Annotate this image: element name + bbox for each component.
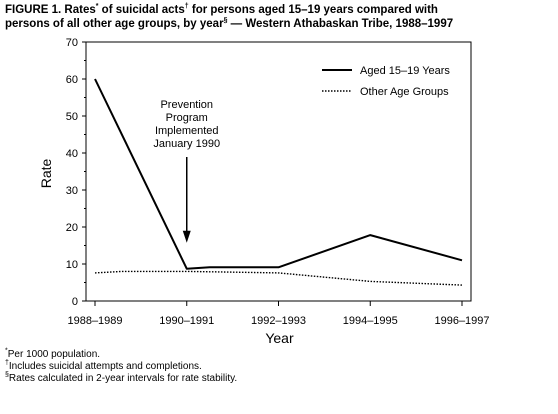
title-text: FIGURE 1. Rates [5, 4, 96, 16]
annotation-arrow-head [182, 230, 191, 243]
x-tick-label: 1990–1991 [159, 315, 214, 327]
series-line-other-ages [94, 270, 463, 286]
series-line-aged-15-19 [94, 78, 463, 270]
y-tick-label: 0 [72, 296, 78, 308]
series-layer [94, 78, 463, 286]
x-tick-label: 1996–1997 [434, 315, 489, 327]
annotation-text: Implemented [155, 125, 219, 137]
title-text: — Western Athabaskan Tribe, 1988–1997 [227, 18, 454, 30]
legend-label: Other Age Groups [360, 86, 449, 98]
y-tick-label: 50 [66, 111, 78, 123]
footnotes: *Per 1000 population. †Includes suicidal… [5, 347, 238, 385]
title-line-1: FIGURE 1. Rates* of suicidal acts† for p… [5, 3, 545, 17]
y-axis: 0 10 20 30 40 50 60 70 [66, 37, 86, 308]
x-axis-title: Year [265, 330, 294, 346]
footnote-marker: § [223, 17, 228, 25]
annotation-text: Prevention [160, 99, 213, 111]
footnote-marker: § [5, 371, 9, 379]
footnote-marker: * [5, 347, 8, 355]
y-tick-label: 60 [66, 74, 78, 86]
x-tick-label: 1994–1995 [343, 315, 398, 327]
y-tick-label: 20 [66, 222, 78, 234]
annotation-text: January 1990 [153, 138, 220, 150]
title-text: for persons aged 15–19 years compared wi… [188, 4, 438, 16]
footnote-marker: † [5, 359, 9, 367]
x-axis: 1988–1989 1990–1991 1992–1993 1994–1995 1996… [67, 301, 490, 327]
footnote-text: Rates calculated in 2-year intervals for… [8, 373, 238, 384]
footnote-marker: * [95, 3, 99, 11]
footnote: †Includes suicidal attempts and completi… [5, 359, 237, 373]
legend-label: Aged 15–19 Years [360, 65, 450, 77]
plot-frame [85, 41, 472, 302]
y-tick-label: 10 [66, 259, 78, 271]
y-tick-label: 40 [66, 148, 78, 160]
x-tick-label: 1992–1993 [251, 315, 306, 327]
footnote-text: Includes suicidal attempts and completio… [8, 361, 202, 372]
footnote: *Per 1000 population. [5, 347, 237, 361]
figure-title: FIGURE 1. Rates* of suicidal acts† for p… [5, 3, 545, 31]
x-tick-label: 1988–1989 [67, 315, 122, 327]
footnote: §Rates calculated in 2-year intervals fo… [5, 371, 238, 385]
y-tick-label: 70 [66, 37, 78, 49]
y-axis-title: Rate [38, 159, 54, 189]
annotation-text: Program [166, 112, 208, 124]
y-tick-label: 30 [66, 185, 78, 197]
footnote-marker: † [184, 3, 189, 11]
title-line-2: persons of all other age groups, by year… [5, 17, 545, 31]
title-text: of suicidal acts [98, 4, 185, 16]
legend: Aged 15–19 Years Other Age Groups [322, 65, 450, 98]
title-text: persons of all other age groups, by year [5, 18, 224, 30]
footnote-text: Per 1000 population. [7, 349, 101, 360]
